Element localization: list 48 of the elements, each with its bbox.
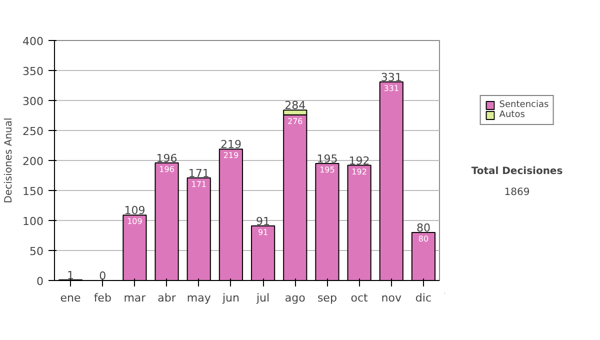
total-label: 331 — [380, 70, 402, 84]
total-label: 109 — [124, 204, 146, 218]
total-label: 171 — [188, 166, 210, 180]
y-tick-label: 150 — [22, 185, 44, 198]
total-label: 195 — [316, 152, 338, 166]
x-tick-label: ago — [284, 292, 306, 304]
y-tick-label: 200 — [22, 155, 44, 168]
data-label: 80 — [418, 234, 429, 244]
data-label: 195 — [320, 166, 335, 174]
legend-label: Autos — [499, 110, 525, 120]
total-label: 284 — [284, 99, 306, 112]
total-label: 192 — [348, 154, 370, 168]
x-tick-label: dic — [415, 292, 432, 304]
y-tick-label: 100 — [22, 215, 44, 228]
data-label: 192 — [352, 167, 367, 176]
x-tick-label: feb — [94, 292, 112, 304]
total-label: 80 — [416, 222, 430, 234]
text: 1869 — [504, 186, 530, 198]
total-label: 1 — [67, 268, 74, 282]
total-label: 91 — [256, 214, 270, 228]
total-label: 0 — [99, 270, 106, 282]
data-label: 109 — [127, 217, 142, 226]
x-tick-label: jul — [256, 292, 270, 304]
total-label: 219 — [220, 138, 242, 152]
x-tick-label: sep — [317, 292, 337, 304]
x-tick-label: ene — [60, 292, 82, 304]
legend-label: Sentencias — [499, 100, 549, 110]
total-label: 196 — [156, 152, 178, 165]
x-tick-label: oct — [350, 292, 369, 304]
y-tick-label: 400 — [22, 35, 44, 48]
x-tick-label: nov — [381, 292, 402, 304]
text: Total Decisiones — [471, 166, 563, 178]
x-tick-label: jun — [221, 292, 240, 304]
data-label: 91 — [258, 228, 268, 237]
x-tick-label: mar — [124, 292, 146, 304]
y-tick-label: 300 — [22, 95, 44, 108]
y-axis-title: Decisiones Anual — [4, 118, 15, 204]
data-label: 196 — [159, 164, 174, 174]
y-tick-label: 250 — [22, 125, 44, 138]
y-tick-label: 0 — [36, 275, 44, 288]
data-label: 276 — [287, 116, 303, 126]
data-label: 219 — [223, 151, 239, 160]
x-tick-label: abr — [158, 292, 176, 304]
y-tick-label: 350 — [22, 65, 44, 78]
data-label: 331 — [384, 84, 400, 93]
y-tick-label: 50 — [30, 245, 44, 258]
x-tick-label: may — [186, 292, 212, 304]
data-label: 171 — [191, 180, 207, 189]
